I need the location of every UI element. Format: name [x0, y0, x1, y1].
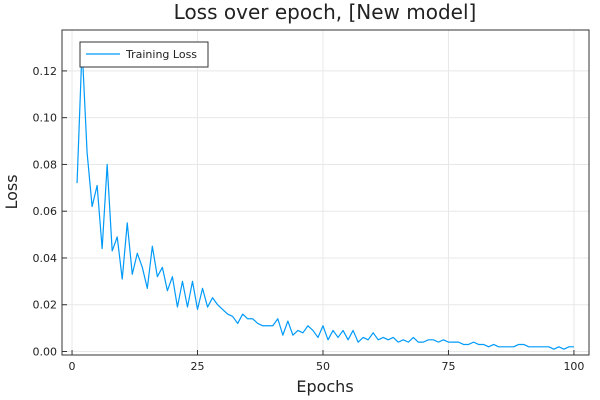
x-tick-label: 50	[316, 360, 330, 373]
y-tick-label: 0.04	[33, 252, 58, 265]
grid	[62, 30, 589, 355]
plot-frame	[61, 29, 590, 356]
legend: Training Loss	[79, 41, 209, 68]
y-tick-label: 0.02	[33, 299, 58, 312]
y-tick-label: 0.06	[33, 205, 58, 218]
chart-title: Loss over epoch, [New model]	[174, 0, 477, 24]
series-lines	[76, 46, 574, 350]
x-tick-label: 100	[563, 360, 584, 373]
x-tick-label: 0	[69, 360, 76, 373]
y-tick-label: 0.00	[33, 345, 58, 358]
legend-label: Training Loss	[125, 48, 197, 61]
x-tick-label: 25	[191, 360, 205, 373]
y-tick-label: 0.10	[33, 112, 58, 125]
y-tick-label: 0.08	[33, 158, 58, 171]
y-tick-label: 0.12	[33, 65, 58, 78]
x-axis-title: Epochs	[296, 377, 353, 396]
y-axis-title: Loss	[2, 174, 21, 209]
series-line-training-loss	[76, 46, 574, 350]
axis-ticks: 0 25 50 75 100 0.00 0.02 0.04 0.06 0.08 0.10 0.12	[33, 65, 585, 373]
x-tick-label: 75	[441, 360, 455, 373]
